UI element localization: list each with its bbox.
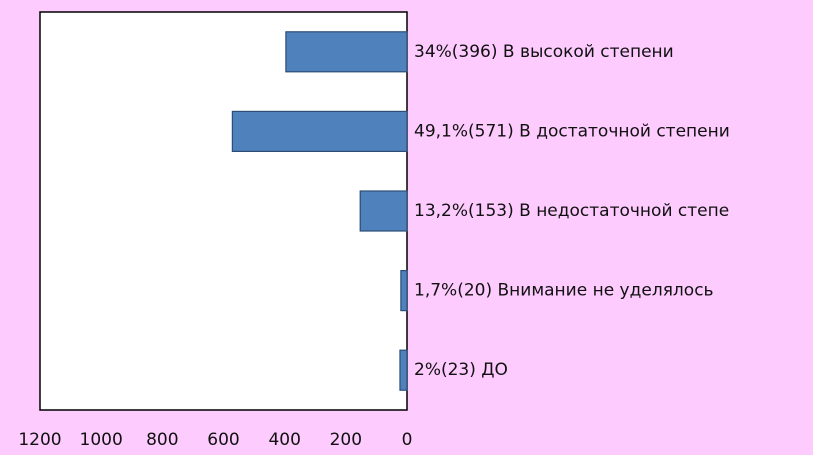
x-tick-label: 200 xyxy=(330,430,362,450)
category-label: 2%(23) ДО xyxy=(414,360,508,380)
bar xyxy=(231,110,408,153)
category-label: 13,2%(153) В недостаточной степе xyxy=(414,201,729,221)
bar xyxy=(399,349,408,391)
bar xyxy=(285,31,408,73)
bar xyxy=(400,270,408,312)
x-tick-label: 1200 xyxy=(18,430,61,450)
x-tick-label: 0 xyxy=(402,430,413,450)
x-tick-label: 1000 xyxy=(80,430,123,450)
plot-area xyxy=(39,11,408,411)
category-label: 49,1%(571) В достаточной степени xyxy=(414,121,730,141)
category-label: 34%(396) В высокой степени xyxy=(414,42,674,62)
x-tick-label: 400 xyxy=(268,430,300,450)
x-tick-label: 800 xyxy=(146,430,178,450)
bar xyxy=(359,190,408,232)
category-label: 1,7%(20) Внимание не уделялось xyxy=(414,281,714,301)
x-tick-label: 600 xyxy=(207,430,239,450)
